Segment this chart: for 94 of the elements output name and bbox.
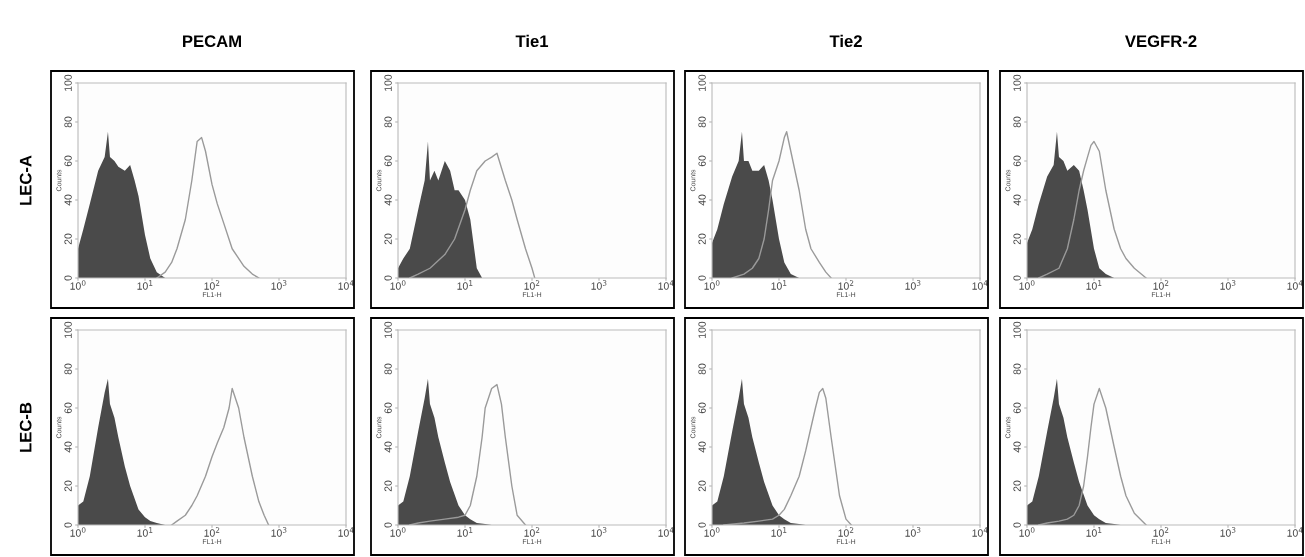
y-tick-label: 80 <box>64 116 72 128</box>
x-tick-label: 10$^{0}$ <box>1019 280 1035 290</box>
x-tick-label: 10$^{1}$ <box>137 280 153 290</box>
x-tick-label: 10$^{1}$ <box>1086 527 1102 537</box>
x-tick-label: 10$^{2}$ <box>204 527 220 537</box>
x-tick-label: 10$^{3}$ <box>591 527 607 537</box>
x-tick-label: 10$^{1}$ <box>771 280 787 290</box>
y-tick-label: 0 <box>384 522 392 528</box>
y-tick-label: 100 <box>698 321 706 338</box>
y-tick-label: 80 <box>698 116 706 128</box>
chart-title: Tie1 <box>515 34 549 48</box>
x-tick-label: 10$^{3}$ <box>271 280 287 290</box>
y-tick-label: 0 <box>698 275 706 281</box>
x-tick-label: 10$^{2}$ <box>1153 280 1169 290</box>
x-tick-label: 10$^{2}$ <box>524 280 540 290</box>
y-tick-label: 40 <box>698 441 706 453</box>
y-tick-label: 60 <box>1013 155 1021 167</box>
x-tick-label: 10$^{1}$ <box>457 527 473 537</box>
x-tick-label: 10$^{4}$ <box>658 527 674 537</box>
y-tick-label: 60 <box>64 402 72 414</box>
y-tick-label: 20 <box>384 480 392 492</box>
y-tick-label: 0 <box>384 275 392 281</box>
x-tick-label: 10$^{4}$ <box>1287 527 1303 537</box>
x-tick-label: 10$^{2}$ <box>838 280 854 290</box>
y-tick-label: 60 <box>698 155 706 167</box>
y-tick-label: 100 <box>64 74 72 91</box>
x-tick-label: 10$^{3}$ <box>1220 280 1236 290</box>
y-tick-label: 80 <box>1013 363 1021 375</box>
x-tick-label: 10$^{2}$ <box>838 527 854 537</box>
y-tick-label: 40 <box>384 441 392 453</box>
x-tick-label: 10$^{4}$ <box>1287 280 1303 290</box>
chart-title: Tie2 <box>829 34 862 48</box>
y-tick-label: 0 <box>698 522 706 528</box>
x-tick-label: 10$^{4}$ <box>338 280 354 290</box>
x-tick-label: 10$^{1}$ <box>457 280 473 290</box>
y-tick-label: 20 <box>1013 233 1021 245</box>
y-tick-label: 60 <box>64 155 72 167</box>
y-tick-label: 40 <box>1013 194 1021 206</box>
y-tick-label: 100 <box>1013 321 1021 338</box>
x-tick-label: 10$^{4}$ <box>972 527 988 537</box>
y-tick-label: 100 <box>698 74 706 91</box>
x-tick-label: 10$^{0}$ <box>390 527 406 537</box>
y-tick-label: 20 <box>384 233 392 245</box>
y-tick-label: 60 <box>384 402 392 414</box>
x-tick-label: 10$^{2}$ <box>524 527 540 537</box>
x-tick-label: 10$^{1}$ <box>771 527 787 537</box>
y-tick-label: 20 <box>64 233 72 245</box>
x-tick-label: 10$^{3}$ <box>591 280 607 290</box>
y-tick-label: 60 <box>384 155 392 167</box>
x-tick-label: 10$^{0}$ <box>390 280 406 290</box>
y-tick-label: 100 <box>64 321 72 338</box>
y-tick-label: 80 <box>384 116 392 128</box>
y-tick-label: 80 <box>64 363 72 375</box>
x-tick-label: 10$^{3}$ <box>905 280 921 290</box>
x-tick-label: 10$^{0}$ <box>704 527 720 537</box>
y-tick-label: 40 <box>384 194 392 206</box>
y-tick-label: 0 <box>64 275 72 281</box>
x-tick-label: 10$^{0}$ <box>704 280 720 290</box>
y-tick-label: 80 <box>1013 116 1021 128</box>
x-tick-label: 10$^{2}$ <box>204 280 220 290</box>
y-tick-label: 100 <box>384 74 392 91</box>
y-tick-label: 40 <box>64 194 72 206</box>
y-tick-label: 0 <box>1013 522 1021 528</box>
x-tick-label: 10$^{4}$ <box>338 527 354 537</box>
y-tick-label: 40 <box>698 194 706 206</box>
y-tick-label: 0 <box>64 522 72 528</box>
y-tick-label: 0 <box>1013 275 1021 281</box>
y-tick-label: 80 <box>384 363 392 375</box>
y-tick-label: 60 <box>1013 402 1021 414</box>
y-tick-label: 20 <box>1013 480 1021 492</box>
x-tick-label: 10$^{0}$ <box>70 280 86 290</box>
y-tick-label: 100 <box>1013 74 1021 91</box>
y-tick-label: 80 <box>698 363 706 375</box>
x-tick-label: 10$^{4}$ <box>658 280 674 290</box>
x-tick-label: 10$^{3}$ <box>1220 527 1236 537</box>
text: LEC-A <box>19 155 32 205</box>
y-tick-label: 60 <box>698 402 706 414</box>
x-tick-label: 10$^{0}$ <box>70 527 86 537</box>
x-tick-label: 10$^{3}$ <box>271 527 287 537</box>
x-tick-label: 10$^{1}$ <box>137 527 153 537</box>
y-tick-label: 100 <box>384 321 392 338</box>
y-tick-label: 40 <box>64 441 72 453</box>
x-tick-label: 10$^{1}$ <box>1086 280 1102 290</box>
y-tick-label: 20 <box>698 480 706 492</box>
x-tick-label: 10$^{2}$ <box>1153 527 1169 537</box>
chart-title: VEGFR-2 <box>1125 35 1197 48</box>
y-tick-label: 40 <box>1013 441 1021 453</box>
x-tick-label: 10$^{4}$ <box>972 280 988 290</box>
x-tick-label: 10$^{3}$ <box>905 527 921 537</box>
x-tick-label: 10$^{0}$ <box>1019 527 1035 537</box>
y-tick-label: 20 <box>698 233 706 245</box>
chart-title: PECAM <box>183 35 241 48</box>
text: LEC-B <box>19 402 32 452</box>
y-tick-label: 20 <box>64 480 72 492</box>
